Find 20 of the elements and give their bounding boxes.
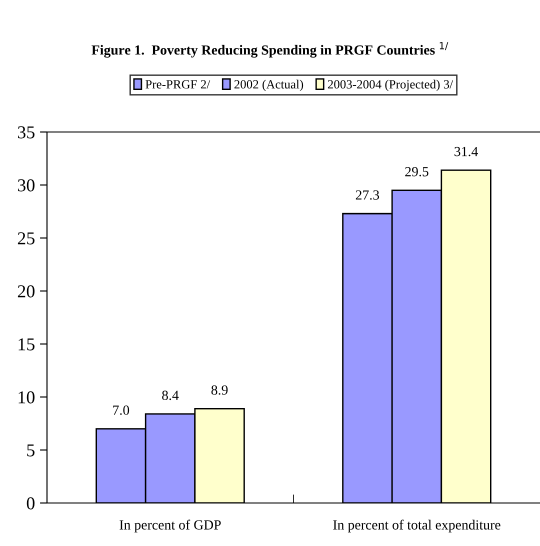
legend-label: 2003-2004 (Projected) 3/: [328, 80, 454, 92]
y-tick-label: 0: [26, 497, 35, 510]
data-label: 29.5: [405, 167, 428, 176]
chart-title: Figure 1. Poverty Reducing Spending in PRGF Countries $^{1/}$: [92, 42, 448, 58]
y-tick-label: 10: [18, 391, 35, 404]
y-tick-label: 15: [18, 338, 34, 350]
y-tick-label: 5: [27, 444, 34, 456]
legend-label: 2002 (Actual): [234, 80, 304, 92]
legend-label: Pre-PRGF 2/: [146, 80, 210, 89]
y-tick-label: 25: [18, 232, 34, 244]
data-label: 8.4: [162, 390, 179, 400]
data-label: 31.4: [454, 146, 478, 156]
y-tick-label: 20: [18, 285, 35, 298]
y-tick-label: 35: [18, 126, 34, 138]
data-label: 7.0: [113, 405, 130, 415]
x-tick-label: In percent of total expenditure: [333, 520, 500, 532]
x-tick-label: In percent of GDP: [120, 520, 221, 532]
data-label: 27.3: [356, 190, 380, 200]
y-tick-label: 30: [18, 179, 35, 192]
data-label: 8.9: [211, 385, 228, 395]
